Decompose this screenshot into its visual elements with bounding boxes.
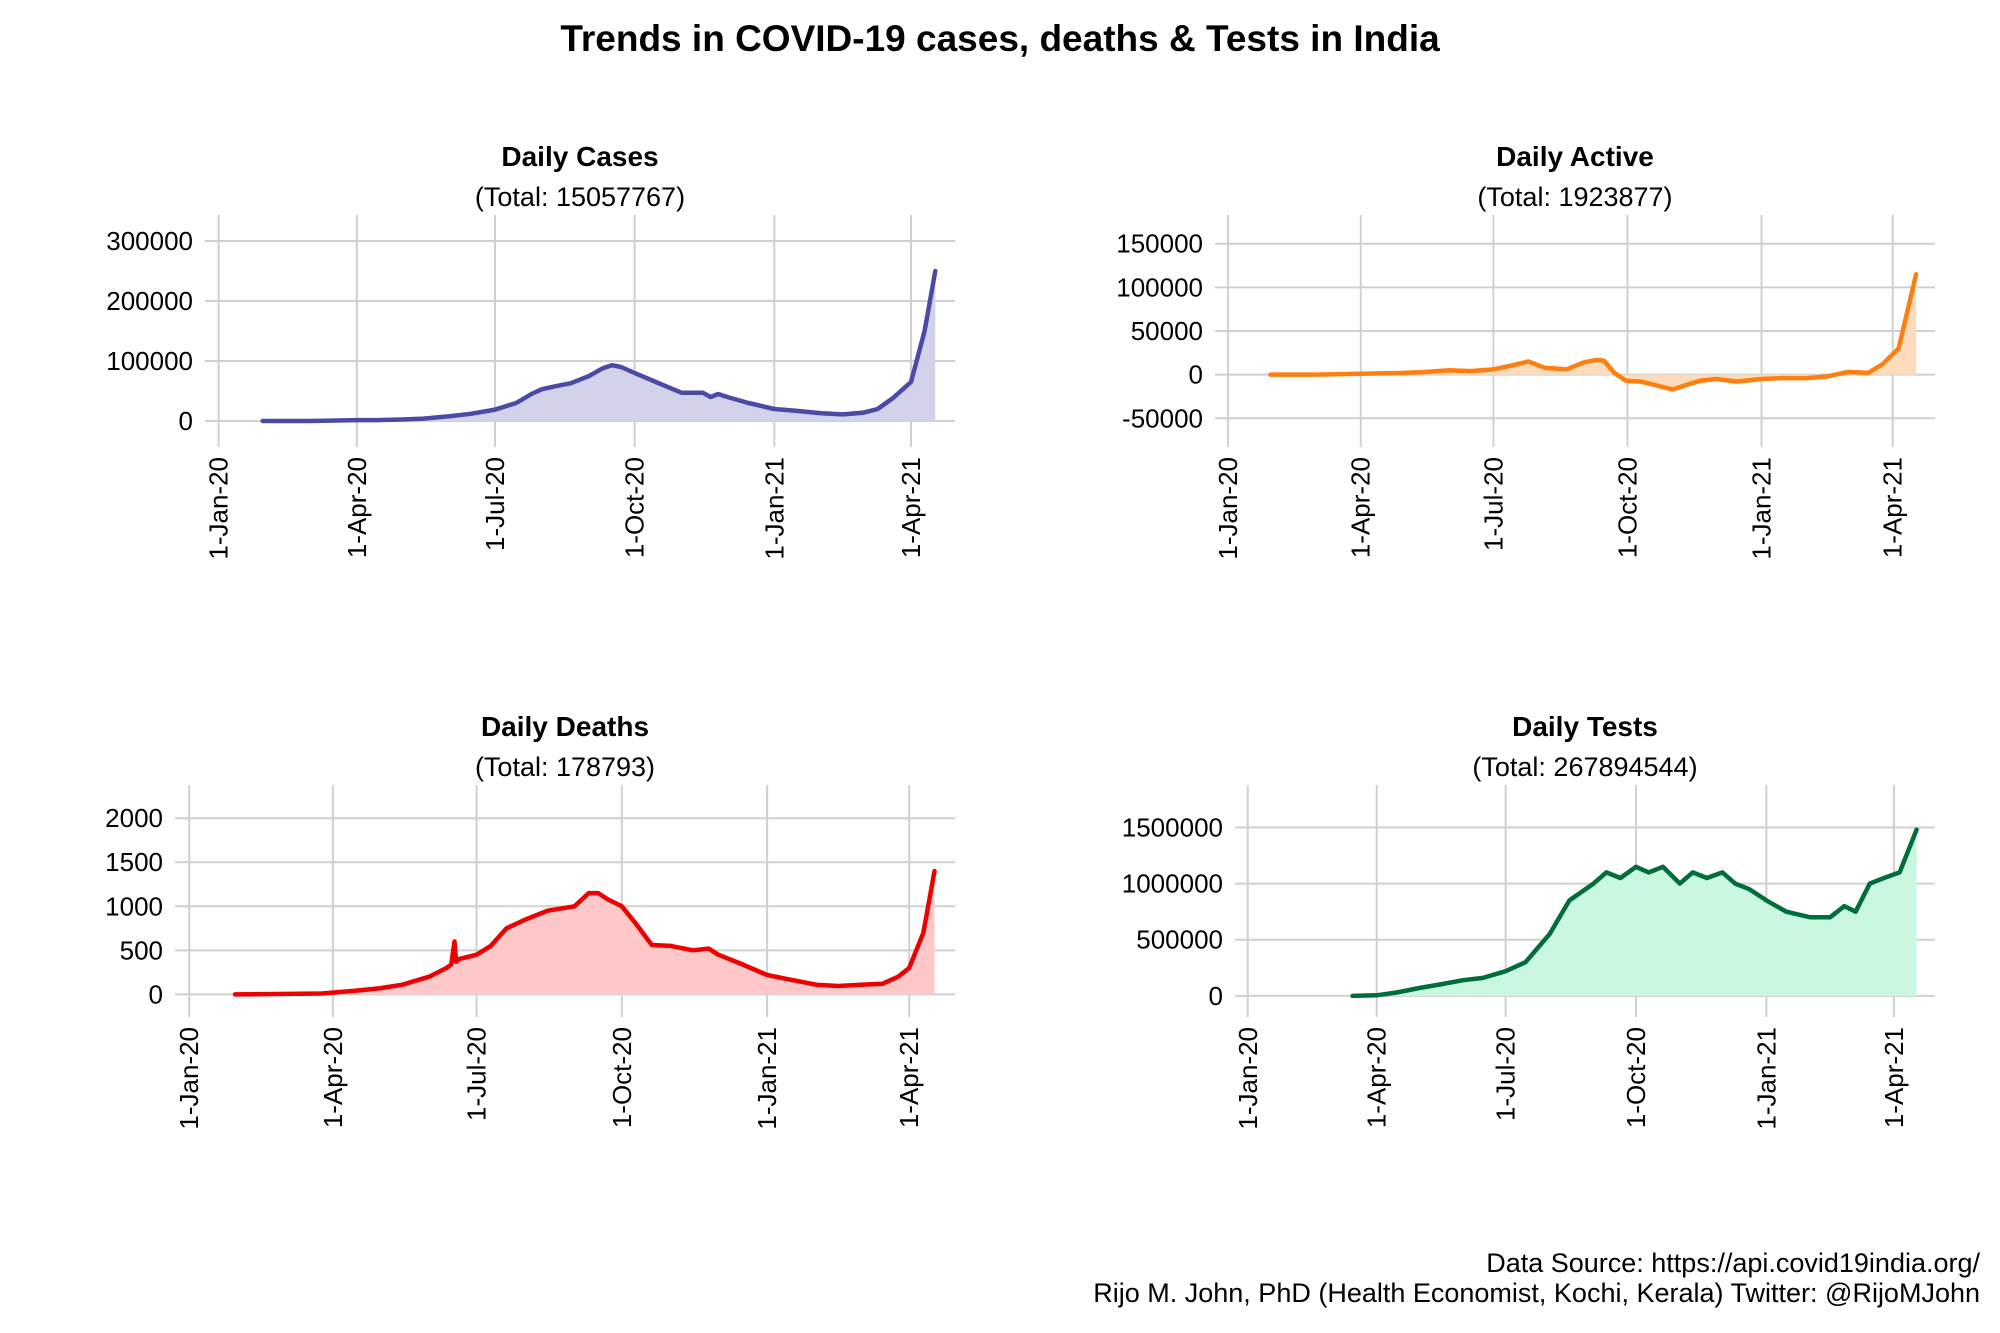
y-tick-label: 0 bbox=[179, 406, 193, 436]
y-tick-label: 1000000 bbox=[1122, 869, 1223, 899]
y-tick-label: 500000 bbox=[1136, 925, 1223, 955]
y-tick-label: 100000 bbox=[1116, 272, 1203, 302]
panel-title: Daily Active bbox=[1496, 141, 1654, 172]
x-tick-label: 1-Apr-20 bbox=[1346, 457, 1376, 558]
x-tick-label: 1-Jan-21 bbox=[759, 457, 789, 560]
x-tick-label: 1-Jan-20 bbox=[1233, 1027, 1263, 1130]
daily-cases-area bbox=[262, 271, 936, 421]
x-tick-label: 1-Apr-21 bbox=[1878, 457, 1908, 558]
x-tick-label: 1-Jan-21 bbox=[1747, 457, 1777, 560]
x-tick-label: 1-Jan-20 bbox=[174, 1027, 204, 1130]
x-tick-label: 1-Oct-20 bbox=[1612, 457, 1642, 558]
x-tick-label: 1-Apr-21 bbox=[894, 1027, 924, 1128]
panel-total: (Total: 15057767) bbox=[475, 182, 685, 212]
y-tick-label: 300000 bbox=[106, 226, 193, 256]
daily-tests-line bbox=[1350, 827, 1919, 999]
panel-total: (Total: 178793) bbox=[475, 752, 655, 782]
y-tick-label: -50000 bbox=[1122, 403, 1203, 433]
x-tick-label: 1-Oct-20 bbox=[607, 1027, 637, 1128]
panel-title: Daily Tests bbox=[1512, 711, 1658, 742]
daily-cases-chart: Daily Cases (Total: 15057767) 0 100000 20000… bbox=[106, 141, 955, 560]
x-tick-label: 1-Jul-20 bbox=[480, 457, 510, 551]
x-tick-label: 1-Apr-20 bbox=[318, 1027, 348, 1128]
x-tick-label: 1-Oct-20 bbox=[1621, 1027, 1651, 1128]
y-tick-label: 150000 bbox=[1116, 229, 1203, 259]
x-tick-label: 1-Jul-20 bbox=[462, 1027, 492, 1121]
y-tick-label: 500 bbox=[120, 935, 163, 965]
y-tick-label: 100000 bbox=[106, 346, 193, 376]
y-tick-label: 1000 bbox=[105, 891, 163, 921]
y-tick-label: 50000 bbox=[1131, 316, 1203, 346]
x-tick-label: 1-Apr-20 bbox=[342, 457, 372, 558]
daily-tests-area bbox=[1352, 829, 1917, 996]
x-tick-label: 1-Jan-20 bbox=[204, 457, 234, 560]
panel-total: (Total: 1923877) bbox=[1477, 182, 1672, 212]
y-tick-label: 0 bbox=[149, 979, 163, 1009]
daily-active-line bbox=[1268, 272, 1919, 392]
footer: Data Source: https://api.covid19india.or… bbox=[1093, 1248, 1980, 1308]
x-tick-label: 1-Jul-20 bbox=[1478, 457, 1508, 551]
panel-title: Daily Deaths bbox=[481, 711, 649, 742]
x-tick-label: 1-Jan-21 bbox=[752, 1027, 782, 1130]
author-credit: Rijo M. John, PhD (Health Economist, Koc… bbox=[1093, 1278, 1980, 1308]
daily-tests-chart: Daily Tests (Total: 267894544) 0 500000 1000… bbox=[1122, 711, 1935, 1130]
daily-cases-line bbox=[260, 268, 938, 424]
y-tick-label: 2000 bbox=[105, 803, 163, 833]
figure-title: Trends in COVID-19 cases, deaths & Tests… bbox=[560, 18, 1440, 59]
panel-total: (Total: 267894544) bbox=[1472, 752, 1697, 782]
daily-deaths-line bbox=[232, 868, 937, 997]
y-tick-label: 1500 bbox=[105, 847, 163, 877]
y-tick-label: 0 bbox=[1189, 360, 1203, 390]
x-tick-label: 1-Apr-21 bbox=[1879, 1027, 1909, 1128]
y-tick-label: 200000 bbox=[106, 286, 193, 316]
x-tick-label: 1-Jul-20 bbox=[1491, 1027, 1521, 1121]
data-source-note: Data Source: https://api.covid19india.or… bbox=[1486, 1248, 1980, 1278]
daily-active-area bbox=[1270, 274, 1917, 390]
x-tick-label: 1-Jan-21 bbox=[1751, 1027, 1781, 1130]
y-tick-label: 0 bbox=[1209, 981, 1223, 1011]
x-tick-label: 1-Oct-20 bbox=[620, 457, 650, 558]
daily-deaths-chart: Daily Deaths (Total: 178793) 0 500 1000 1500 2… bbox=[105, 711, 955, 1130]
x-tick-label: 1-Jan-20 bbox=[1213, 457, 1243, 560]
daily-active-chart: Daily Active (Total: 1923877) -50000 0 50000… bbox=[1116, 141, 1935, 560]
daily-deaths-area bbox=[235, 871, 935, 995]
x-tick-label: 1-Apr-21 bbox=[896, 457, 926, 558]
panel-title: Daily Cases bbox=[501, 141, 658, 172]
x-tick-label: 1-Apr-20 bbox=[1362, 1027, 1392, 1128]
y-tick-label: 1500000 bbox=[1122, 812, 1223, 842]
